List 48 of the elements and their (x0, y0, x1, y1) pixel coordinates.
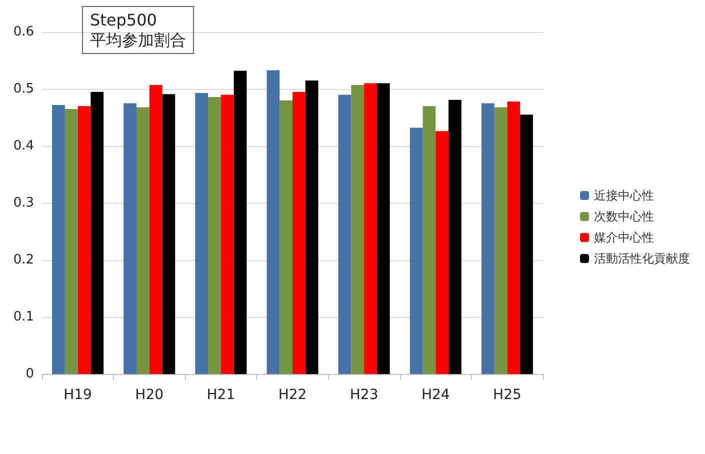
bar (376, 83, 390, 374)
bar (410, 128, 423, 374)
x-tick-label: H24 (421, 387, 450, 403)
bar (195, 92, 208, 374)
bar (305, 80, 318, 374)
bar (422, 106, 436, 374)
bar (124, 103, 136, 374)
bar (78, 106, 91, 374)
bar (481, 103, 494, 374)
y-tick-label: 0.4 (13, 138, 34, 154)
bar (90, 92, 104, 374)
bar (364, 83, 377, 374)
x-tick-label: H22 (278, 387, 307, 403)
legend-label: 媒介中心性 (594, 230, 654, 244)
bar (436, 131, 449, 374)
bar (64, 108, 78, 374)
x-tick-label: H20 (135, 387, 164, 403)
legend-label: 次数中心性 (594, 210, 654, 224)
bar (52, 104, 65, 374)
bar (136, 107, 150, 374)
bar (208, 96, 221, 374)
bar (162, 94, 176, 374)
bar (448, 100, 462, 374)
bar (149, 85, 162, 374)
x-tick-label: H25 (493, 387, 522, 403)
y-tick-label: 0.1 (13, 310, 34, 324)
bar (266, 70, 280, 374)
legend-label: 活動活性化貢献度 (594, 252, 690, 266)
x-tick-label: H23 (350, 387, 378, 403)
y-tick-label: 0.3 (13, 196, 34, 210)
chart-subtitle: 平均参加割合 (90, 30, 186, 50)
y-tick-label: 0.2 (13, 252, 34, 268)
bar (280, 100, 292, 374)
bar (220, 94, 234, 374)
chart-title: Step500 (90, 10, 157, 30)
x-tick-label: H19 (64, 387, 92, 403)
bar (292, 92, 306, 374)
y-tick-label: 0.6 (13, 24, 34, 40)
bar (507, 102, 520, 374)
y-tick-label: 0 (26, 366, 34, 382)
bar (234, 70, 247, 374)
bar (520, 114, 533, 374)
bar (338, 94, 352, 374)
bar (494, 107, 508, 374)
bar (351, 85, 364, 374)
y-tick-label: 0.5 (13, 82, 34, 96)
x-tick-label: H21 (206, 387, 236, 403)
legend-label: 近接中心性 (594, 188, 654, 202)
